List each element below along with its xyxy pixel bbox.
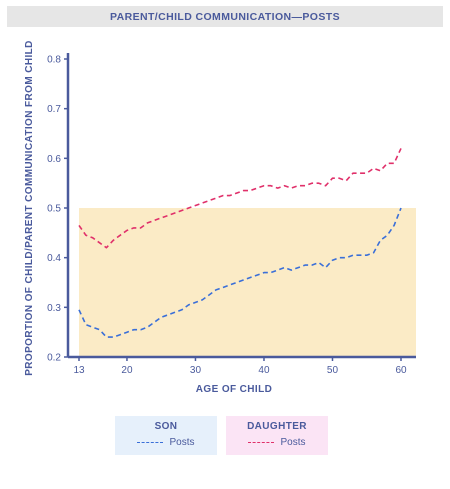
series-son-posts — [78, 207, 402, 338]
x-tick-label: 30 — [190, 365, 202, 376]
y-tick-label: 0.8 — [47, 55, 61, 66]
x-tick-label: 13 — [73, 365, 85, 376]
y-tick-label: 0.2 — [47, 353, 61, 364]
x-tick-label: 20 — [121, 365, 133, 376]
legend-son-label: Posts — [169, 437, 195, 448]
legend-son-title: SON — [154, 421, 178, 432]
y-tick-label: 0.3 — [47, 303, 61, 314]
legend-daughter[interactable]: DAUGHTER Posts — [226, 416, 328, 455]
x-tick-label: 60 — [395, 365, 407, 376]
x-tick-label: 40 — [258, 365, 270, 376]
legend-son-swatch — [137, 442, 164, 443]
legend-daughter-swatch — [248, 442, 275, 443]
y-axis-label: PROPORTION OF CHILD/PARENT COMMUNICATION… — [24, 40, 35, 376]
y-tick-label: 0.7 — [47, 104, 61, 115]
x-tick-label: 50 — [327, 365, 339, 376]
y-tick-label: 0.5 — [47, 204, 61, 215]
shaded-band — [79, 208, 416, 357]
chart-title-bar: PARENT/CHILD COMMUNICATION—POSTS — [7, 6, 443, 27]
legend-son[interactable]: SON Posts — [115, 416, 217, 455]
x-axis-label: AGE OF CHILD — [196, 384, 272, 395]
chart-title: PARENT/CHILD COMMUNICATION—POSTS — [110, 10, 340, 23]
series-daughter-posts — [78, 148, 402, 249]
legend-daughter-label: Posts — [280, 437, 306, 448]
y-tick-label: 0.4 — [47, 253, 61, 264]
y-tick-label: 0.6 — [47, 154, 61, 165]
legend-daughter-title: DAUGHTER — [247, 421, 307, 432]
